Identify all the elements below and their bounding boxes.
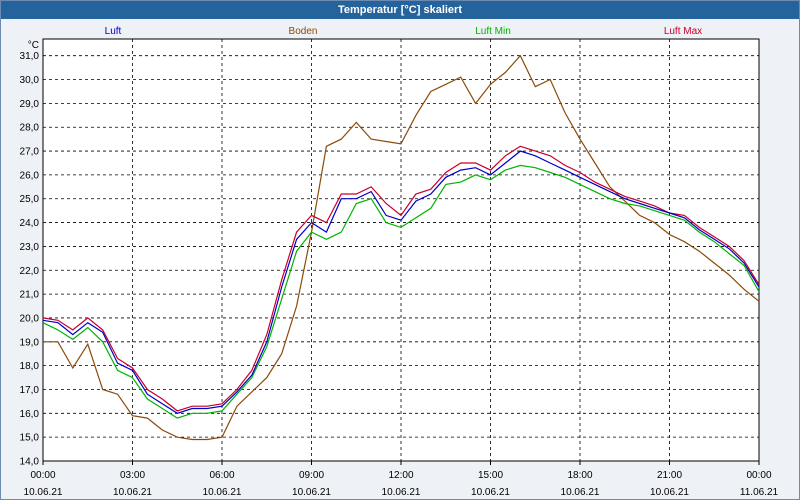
legend-luft: Luft — [105, 26, 122, 37]
y-tick-label: 18,0 — [20, 361, 40, 372]
x-tick-time: 03:00 — [120, 470, 145, 481]
x-tick-date: 10.06.21 — [561, 487, 600, 498]
y-tick-label: 16,0 — [20, 409, 40, 420]
x-tick-time: 00:00 — [30, 470, 55, 481]
y-tick-label: 22,0 — [20, 266, 40, 277]
y-tick-label: 17,0 — [20, 385, 40, 396]
series-line-luft-min — [42, 164, 760, 419]
x-tick-date: 10.06.21 — [650, 487, 689, 498]
chart-title: Temperatur [°C] skaliert — [1, 1, 799, 19]
y-tick-label: 25,0 — [20, 194, 40, 205]
y-tick-label: 26,0 — [20, 170, 40, 181]
x-tick-time: 06:00 — [209, 470, 234, 481]
y-tick-label: 15,0 — [20, 433, 40, 444]
x-tick-date: 10.06.21 — [24, 487, 63, 498]
series-line-luft-max — [42, 145, 760, 412]
x-tick-time: 15:00 — [478, 470, 503, 481]
legend-boden: Boden — [289, 26, 318, 37]
y-tick-label: 21,0 — [20, 290, 40, 301]
x-tick-date: 10.06.21 — [203, 487, 242, 498]
y-tick-label: 30,0 — [20, 75, 40, 86]
y-tick-label: 14,0 — [20, 457, 40, 468]
x-tick-time: 12:00 — [388, 470, 413, 481]
y-tick-label: 28,0 — [20, 123, 40, 134]
legend-luft-max: Luft Max — [664, 26, 702, 37]
series-line-boden — [43, 54, 760, 441]
y-tick-label: 20,0 — [20, 313, 40, 324]
x-tick-time: 00:00 — [746, 470, 771, 481]
y-axis-label: °C — [28, 40, 39, 51]
y-tick-label: 31,0 — [20, 51, 40, 62]
y-tick-label: 24,0 — [20, 218, 40, 229]
x-tick-date: 10.06.21 — [113, 487, 152, 498]
x-tick-date: 10.06.21 — [471, 487, 510, 498]
y-tick-label: 19,0 — [20, 337, 40, 348]
y-tick-label: 23,0 — [20, 242, 40, 253]
legend-luft-min: Luft Min — [475, 26, 511, 37]
y-tick-label: 27,0 — [20, 147, 40, 158]
x-tick-time: 21:00 — [657, 470, 682, 481]
series-line-luft — [42, 150, 760, 414]
x-tick-date: 10.06.21 — [292, 487, 331, 498]
y-tick-label: 29,0 — [20, 99, 40, 110]
x-tick-time: 18:00 — [567, 470, 592, 481]
x-tick-date: 11.06.21 — [740, 487, 779, 498]
x-tick-date: 10.06.21 — [382, 487, 421, 498]
x-tick-time: 09:00 — [299, 470, 324, 481]
